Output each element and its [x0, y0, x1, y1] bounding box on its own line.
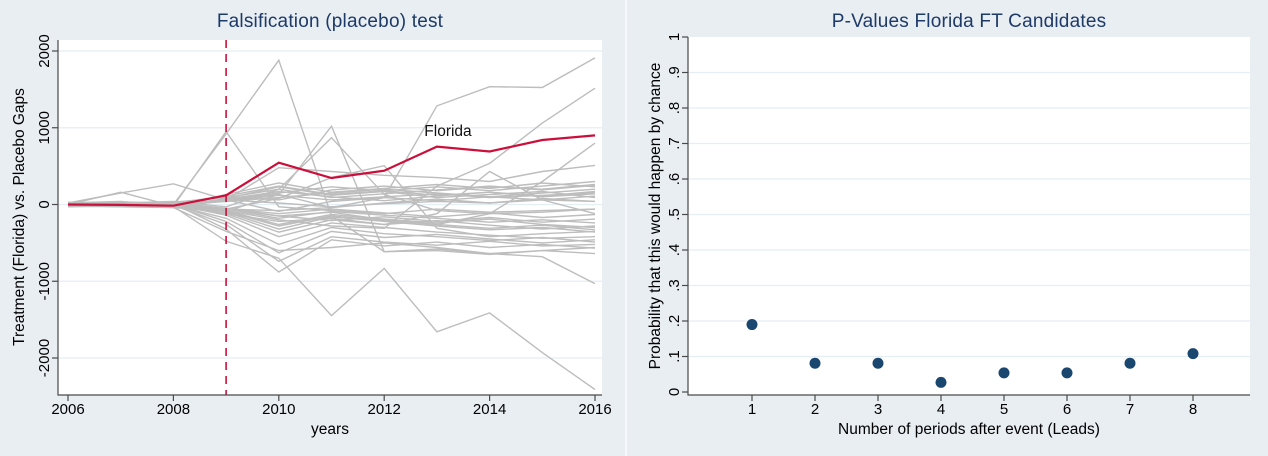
- right-y-tick-label: .2: [666, 315, 683, 328]
- left-x-tick-label: 2006: [51, 401, 84, 418]
- right-y-tick-label: .4: [666, 244, 683, 257]
- right-x-tick-label: 5: [1000, 401, 1008, 418]
- right-x-tick-label: 4: [937, 401, 945, 418]
- p-value-point: [809, 357, 821, 369]
- left-x-tick-label: 2014: [473, 401, 506, 418]
- right-chart-title: P-Values Florida FT Candidates: [831, 11, 1107, 32]
- p-value-point: [1187, 348, 1199, 360]
- p-value-point: [1124, 357, 1136, 369]
- right-y-axis-title: Probability that this would happen by ch…: [647, 62, 664, 370]
- right-plot-area: [688, 37, 1250, 395]
- left-chart-title: Falsification (placebo) test: [216, 11, 444, 32]
- left-x-tick-label: 2012: [368, 401, 401, 418]
- placebo-line: [67, 201, 596, 223]
- left-y-tick-label: 2000: [36, 34, 53, 67]
- right-x-tick-label: 2: [811, 401, 819, 418]
- right-axes: [687, 37, 1250, 396]
- left-x-tick-label: 2008: [157, 401, 190, 418]
- left-x-axis-title: years: [311, 421, 349, 438]
- right-x-tick-label: 6: [1063, 401, 1071, 418]
- right-y-tick-label: .3: [666, 279, 683, 292]
- right-y-tick-label: 1: [666, 33, 683, 41]
- florida-line-label: Florida: [424, 123, 472, 140]
- right-x-tick-label: 8: [1189, 401, 1197, 418]
- left-x-tick-label: 2010: [262, 401, 295, 418]
- right-y-tick-label: .8: [666, 102, 683, 115]
- left-axes: [57, 40, 602, 396]
- panel-divider: [625, 0, 627, 456]
- right-y-tick-label: .6: [666, 173, 683, 186]
- right-x-tick-label: 1: [748, 401, 756, 418]
- right-y-tick-label: .5: [666, 208, 683, 221]
- right-y-tick-label: .7: [666, 137, 683, 150]
- p-value-point: [872, 357, 884, 369]
- p-value-point: [998, 367, 1010, 379]
- right-x-tick-label: 7: [1126, 401, 1134, 418]
- left-y-tick-label: 1000: [36, 111, 53, 144]
- right-y-tick-label: .1: [666, 350, 683, 363]
- left-x-tick-label: 2016: [578, 401, 611, 418]
- p-value-point: [935, 376, 947, 388]
- p-value-point: [746, 319, 758, 331]
- right-y-tick-label: .9: [666, 66, 683, 79]
- left-y-tick-label: 0: [36, 200, 53, 208]
- p-value-point: [1061, 367, 1073, 379]
- left-y-tick-label: -1000: [36, 262, 53, 300]
- left-y-tick-label: -2000: [36, 339, 53, 377]
- left-y-axis-title: Treatment (Florida) vs. Placebo Gaps: [11, 88, 28, 346]
- right-y-tick-label: 0: [666, 388, 683, 396]
- right-x-tick-label: 3: [874, 401, 882, 418]
- placebo-line: [67, 180, 596, 206]
- right-x-axis-title: Number of periods after event (Leads): [838, 421, 1100, 438]
- florida-line: [67, 134, 596, 207]
